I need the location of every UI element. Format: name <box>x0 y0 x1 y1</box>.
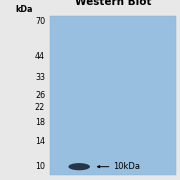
Text: 70: 70 <box>35 17 45 26</box>
Text: kDa: kDa <box>15 5 32 14</box>
Text: 18: 18 <box>35 118 45 127</box>
Text: 14: 14 <box>35 137 45 146</box>
Text: 22: 22 <box>35 103 45 112</box>
Text: 44: 44 <box>35 51 45 60</box>
Text: 10: 10 <box>35 162 45 171</box>
Ellipse shape <box>68 163 90 170</box>
Text: 26: 26 <box>35 91 45 100</box>
Text: Western Blot: Western Blot <box>75 0 152 7</box>
Bar <box>50 16 176 175</box>
Text: 33: 33 <box>35 73 45 82</box>
Text: 10kDa: 10kDa <box>113 162 140 171</box>
